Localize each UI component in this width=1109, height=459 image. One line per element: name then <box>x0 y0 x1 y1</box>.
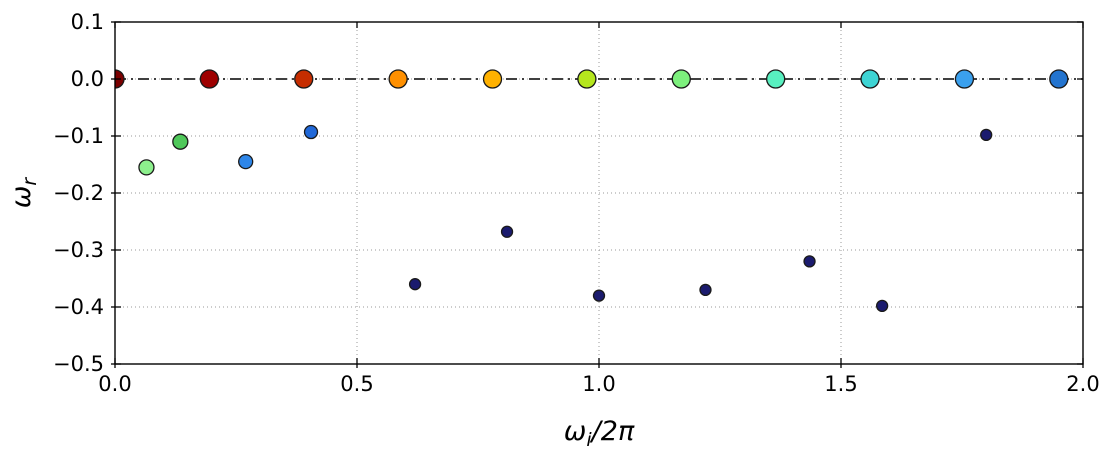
data-point <box>500 225 514 238</box>
x-tick-label: 1.5 <box>824 372 857 396</box>
y-tick-label: −0.5 <box>53 352 104 376</box>
grid-lines <box>115 22 1083 364</box>
data-point <box>303 124 319 140</box>
x-tick-label: 2.0 <box>1066 372 1099 396</box>
x-tick-label: 0.5 <box>340 372 373 396</box>
data-point <box>699 283 712 297</box>
data-point <box>860 69 880 89</box>
series-damped-modes <box>138 124 993 313</box>
data-point <box>388 69 408 89</box>
data-point <box>199 69 220 89</box>
data-point <box>577 69 597 89</box>
y-tick-label: −0.3 <box>53 238 104 262</box>
data-point <box>803 255 816 268</box>
data-point <box>671 69 691 89</box>
data-point <box>592 289 606 302</box>
y-tick-label: 0.1 <box>71 10 104 34</box>
data-point <box>172 133 189 150</box>
data-point <box>980 128 993 142</box>
data-points-layer <box>115 69 1069 313</box>
data-point <box>482 69 503 89</box>
data-point <box>238 153 254 170</box>
x-tick-label: 1.0 <box>582 372 615 396</box>
y-axis-label: ωr <box>6 177 41 209</box>
data-point <box>875 299 889 313</box>
y-tick-label: −0.2 <box>53 181 104 205</box>
data-point <box>1049 69 1069 89</box>
y-tick-label: −0.1 <box>53 124 104 148</box>
x-axis-label: ωi/2π <box>564 416 635 451</box>
data-point <box>138 159 155 176</box>
data-point <box>766 69 786 89</box>
tick-marks <box>111 21 1084 368</box>
data-point <box>954 69 975 89</box>
y-tick-label: −0.4 <box>53 295 104 319</box>
data-point <box>408 278 422 291</box>
x-tick-label: 0.0 <box>98 372 131 396</box>
y-tick-label: 0.0 <box>71 67 104 91</box>
series-marginal-modes-on-zero-line <box>115 69 1069 89</box>
data-point <box>294 69 314 89</box>
